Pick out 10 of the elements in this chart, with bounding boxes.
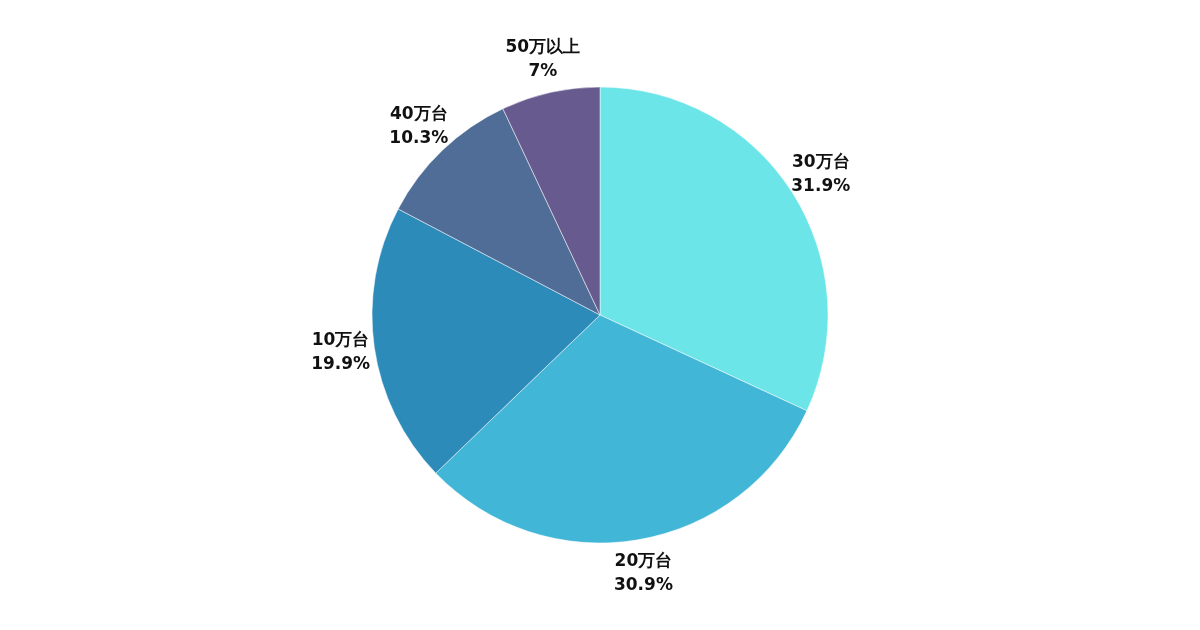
slice-label: 30万台: [791, 150, 850, 171]
slice-label: 40万台: [390, 102, 448, 123]
data-label: 10.3%: [389, 126, 449, 147]
data-label: 31.9%: [791, 174, 851, 195]
data-label: 7%: [528, 60, 558, 81]
slice-label: 50万以上: [505, 36, 581, 57]
slice-label: 10万台: [311, 328, 370, 349]
data-label: 30.9%: [613, 574, 673, 595]
data-label: 19.9%: [311, 352, 371, 373]
slice-label: 20万台: [614, 550, 673, 571]
